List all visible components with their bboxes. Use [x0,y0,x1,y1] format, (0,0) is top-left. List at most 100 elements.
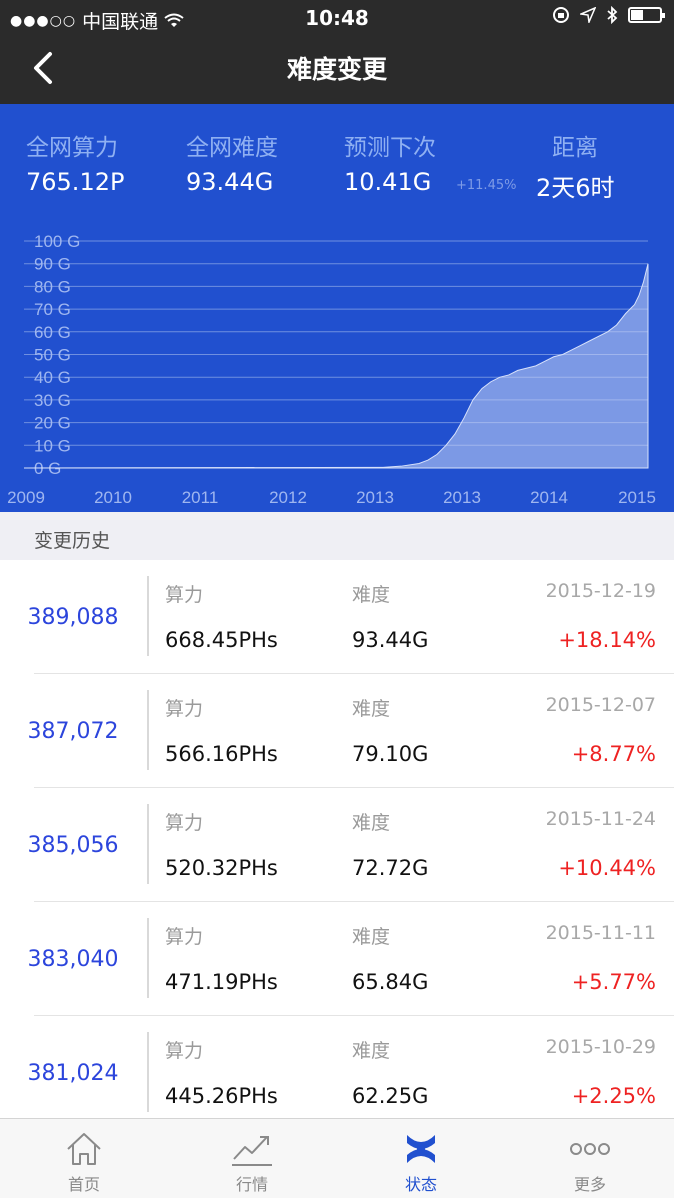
row-divider [147,918,149,998]
difficulty-value: 62.25G [352,1084,429,1108]
difficulty-label: 难度 [352,698,391,720]
y-tick-label: 100 G [34,232,80,251]
y-tick-label: 30 G [34,391,71,410]
x-tick-label: 2009 [7,488,45,507]
hashrate-label: 全网算力 [26,135,118,161]
difficulty-area-series [23,263,649,469]
x-tick-label: 2011 [182,488,219,507]
location-icon [580,7,596,23]
difficulty-label: 难度 [352,926,391,948]
next-difficulty-value: 10.41G [344,168,432,196]
carrier-info: ●●●○○ 中国联通 [10,7,184,34]
change-date: 2015-12-19 [545,580,656,602]
tab-label: 行情 [235,1175,268,1194]
y-tick-label: 70 G [34,300,71,319]
y-tick-label: 10 G [34,436,71,455]
top-bar: ●●●○○ 中国联通 10:48 难度变更 [0,0,674,104]
row-separator [34,901,674,902]
rotation-lock-icon [553,7,569,23]
tab-label: 更多 [573,1175,606,1194]
change-percent: +2.25% [571,1084,656,1108]
x-tick-label: 2015 [618,488,656,507]
history-header: 变更历史 [0,512,674,560]
home-icon [67,1133,101,1165]
x-tick-label: 2014 [530,488,568,507]
more-icon [570,1143,610,1155]
change-date: 2015-11-24 [545,808,656,830]
eta-label: 距离 [552,135,598,161]
bluetooth-icon [607,6,618,24]
hashrate-value: 765.12P [26,168,125,196]
change-date: 2015-10-29 [545,1036,656,1058]
tab-status[interactable]: 状态 [337,1119,505,1198]
status-icons [552,6,665,24]
difficulty-value: 72.72G [352,856,429,880]
hashrate-value: 520.32PHs [165,856,278,880]
block-height: 387,072 [27,719,119,744]
block-height: 385,056 [27,833,119,858]
y-tick-label: 50 G [34,346,71,365]
page-title: 难度变更 [286,55,387,84]
row-divider [147,690,149,770]
tab-label: 首页 [67,1175,100,1194]
hashrate-value: 445.26PHs [165,1084,278,1108]
change-date: 2015-12-07 [545,694,656,716]
history-row[interactable]: 385,056 算力 难度 2015-11-24 520.32PHs 72.72… [0,788,674,902]
block-height: 389,088 [27,605,119,630]
change-date: 2015-11-11 [545,922,656,944]
tab-label: 状态 [404,1175,437,1194]
y-tick-label: 80 G [34,277,71,296]
trend-icon [232,1136,272,1166]
row-divider [147,576,149,656]
difficulty-value: 79.10G [352,742,429,766]
battery-icon [628,7,665,23]
difficulty-value: 93.44G [186,168,274,196]
history-row[interactable]: 381,024 算力 难度 2015-10-29 445.26PHs 62.25… [0,1016,674,1130]
next-difficulty-label: 预测下次 [344,135,436,161]
hashrate-label: 算力 [165,812,204,834]
status-bar: ●●●○○ 中国联通 10:48 [0,0,674,36]
row-separator [34,787,674,788]
x-tick-label: 2013 [356,488,394,507]
status-icon [407,1135,435,1163]
difficulty-value: 93.44G [352,628,429,652]
history-row[interactable]: 389,088 算力 难度 2015-12-19 668.45PHs 93.44… [0,560,674,674]
change-percent: +8.77% [571,742,656,766]
row-separator [34,1015,674,1016]
x-tick-label: 2013 [443,488,481,507]
tab-bar: 首页 行情 状态 更多 [0,1118,674,1198]
hashrate-value: 668.45PHs [165,628,278,652]
hashrate-label: 算力 [165,1040,204,1062]
tab-home[interactable]: 首页 [0,1119,168,1198]
difficulty-value: 65.84G [352,970,429,994]
row-divider [147,804,149,884]
difficulty-label: 难度 [352,1040,391,1062]
history-row[interactable]: 387,072 算力 难度 2015-12-07 566.16PHs 79.10… [0,674,674,788]
difficulty-summary: 全网算力 765.12P 全网难度 93.44G 预测下次 10.41G +11… [0,104,674,512]
back-button[interactable] [26,48,60,88]
tab-more[interactable]: 更多 [506,1119,674,1198]
difficulty-label: 难度 [352,584,391,606]
history-title: 变更历史 [34,530,111,552]
carrier-name: 中国联通 [82,11,159,33]
row-separator [34,673,674,674]
hashrate-label: 算力 [165,926,204,948]
next-difficulty-change: +11.45% [456,178,517,193]
difficulty-label: 全网难度 [186,135,278,161]
tab-market[interactable]: 行情 [168,1119,336,1198]
change-percent: +10.44% [558,856,656,880]
x-tick-label: 2010 [94,488,132,507]
change-percent: +18.14% [558,628,656,652]
y-tick-label: 20 G [34,414,71,433]
y-tick-label: 60 G [34,323,71,342]
eta-value: 2天6时 [536,174,615,202]
history-row[interactable]: 383,040 算力 难度 2015-11-11 471.19PHs 65.84… [0,902,674,1016]
hashrate-value: 471.19PHs [165,970,278,994]
difficulty-chart: 0 G10 G20 G30 G40 G50 G60 G70 G80 G90 G1… [7,232,656,507]
difficulty-label: 难度 [352,812,391,834]
y-tick-label: 40 G [34,368,71,387]
change-percent: +5.77% [571,970,656,994]
block-height: 381,024 [27,1061,119,1086]
block-height: 383,040 [27,947,119,972]
x-tick-label: 2012 [269,488,307,507]
